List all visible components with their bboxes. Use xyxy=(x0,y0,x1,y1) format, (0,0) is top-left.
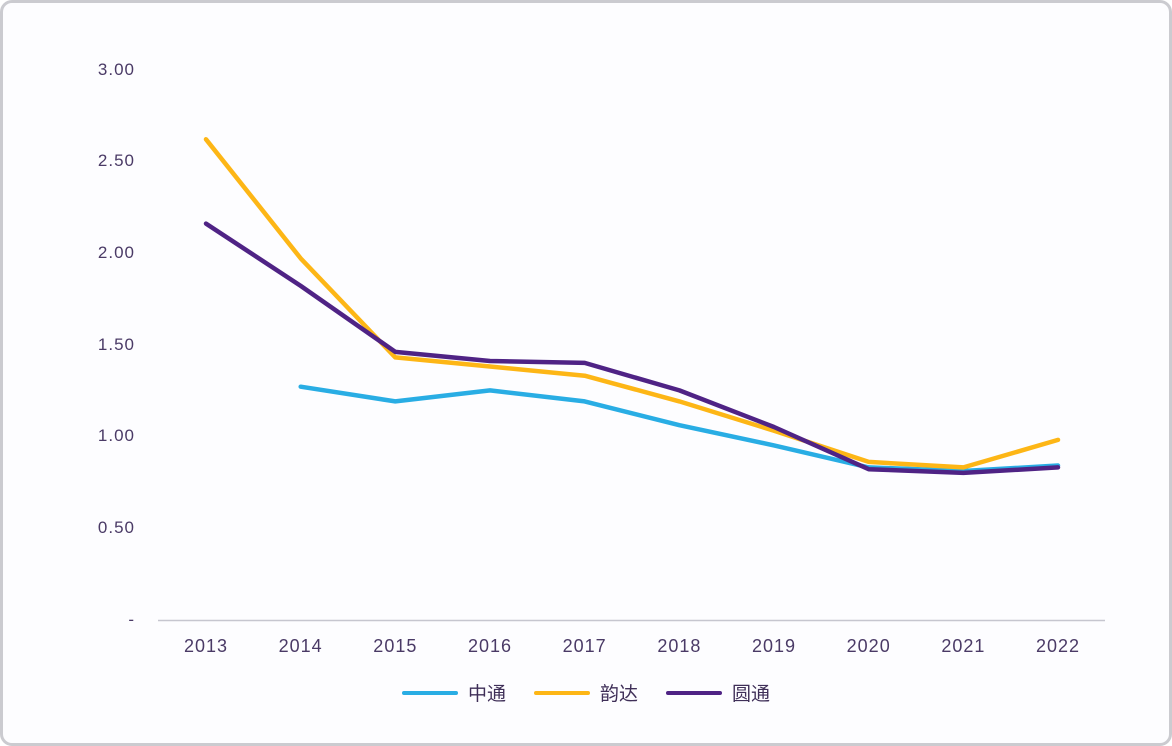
legend-item-1: 韵达 xyxy=(533,679,638,706)
legend-label: 中通 xyxy=(467,684,506,705)
legend-swatch-icon xyxy=(666,690,722,695)
y-tick-label: 2.50 xyxy=(97,151,135,171)
x-tick-label: 2015 xyxy=(373,636,418,656)
legend-label: 圆通 xyxy=(732,684,771,705)
x-tick-label: 2020 xyxy=(846,636,891,656)
x-tick-label: 2016 xyxy=(467,636,513,656)
y-tick-label: 0.50 xyxy=(97,517,135,537)
series-line-2 xyxy=(203,221,1061,476)
plot-area xyxy=(158,137,1105,622)
x-tick-label: 2022 xyxy=(1035,636,1081,656)
x-tick-label: 2017 xyxy=(562,636,607,656)
x-tick-label: 2019 xyxy=(751,636,797,656)
legend: 中通 韵达 圆通 xyxy=(3,679,1169,706)
legend-label: 韵达 xyxy=(599,684,638,705)
x-tick-label: 2013 xyxy=(183,636,229,656)
y-tick-label: 1.50 xyxy=(97,334,135,354)
y-tick-label: 3.00 xyxy=(97,59,135,79)
legend-swatch-icon xyxy=(401,690,458,695)
x-tick-label: 2014 xyxy=(278,636,323,656)
y-tick-label: 1.00 xyxy=(97,426,135,446)
x-tick-label: 2021 xyxy=(941,636,986,656)
legend-item-0: 中通 xyxy=(401,679,506,706)
y-tick-label: 2.00 xyxy=(97,242,135,262)
legend-swatch-icon xyxy=(533,690,590,695)
y-tick-label: - xyxy=(128,609,135,629)
series-line-1 xyxy=(203,137,1061,470)
legend-item-2: 圆通 xyxy=(666,679,770,706)
x-tick-label: 2018 xyxy=(657,636,702,656)
